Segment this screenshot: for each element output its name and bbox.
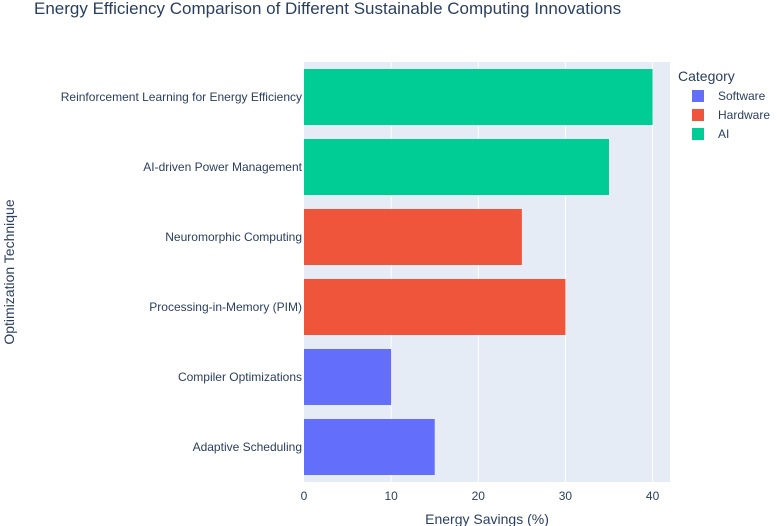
legend-label-ai[interactable]: AI [718,127,729,141]
x-tick-label: 0 [301,489,308,503]
legend-swatch-software[interactable] [692,90,704,102]
y-axis-title: Optimization Technique [1,199,17,344]
y-tick-label: Neuromorphic Computing [165,230,302,244]
y-tick-label: Adaptive Scheduling [193,440,302,454]
legend-title: Category [678,68,735,84]
bar-hardware[interactable] [304,279,566,335]
x-tick-label: 30 [559,489,573,503]
legend-label-hardware[interactable]: Hardware [718,108,770,122]
bar-ai[interactable] [304,139,609,195]
x-tick-label: 10 [384,489,398,503]
y-tick-label: Reinforcement Learning for Energy Effici… [61,90,302,104]
grid-lines [390,62,654,482]
legend-swatch-ai[interactable] [692,128,704,140]
bar-software[interactable] [304,349,392,405]
x-tick-labels: 0 10 20 30 40 [301,489,660,503]
bars [304,69,653,475]
bar-ai[interactable] [304,69,653,125]
y-tick-label: AI-driven Power Management [143,160,302,174]
y-tick-label: Processing-in-Memory (PIM) [149,300,302,314]
x-axis-title: Energy Savings (%) [425,511,549,526]
y-tick-label: Compiler Optimizations [178,370,302,384]
plot-area [304,62,670,482]
bar-hardware[interactable] [304,209,522,265]
legend: Category Software Hardware AI [678,68,770,141]
x-tick-label: 20 [472,489,486,503]
legend-swatch-hardware[interactable] [692,109,704,121]
legend-label-software[interactable]: Software [718,89,766,103]
chart-title: Energy Efficiency Comparison of Differen… [34,0,621,18]
x-tick-label: 40 [646,489,660,503]
bar-software[interactable] [304,419,435,475]
y-tick-labels: Adaptive Scheduling Compiler Optimization… [61,90,303,454]
